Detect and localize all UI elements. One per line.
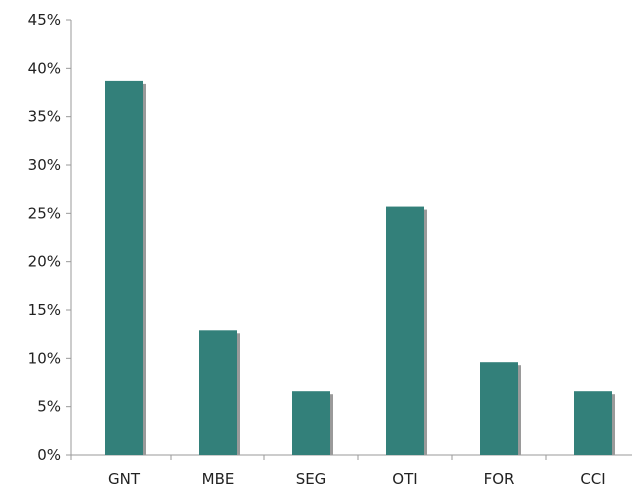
x-tick-label: CCI (580, 470, 605, 488)
y-axis: 0% 5% 10% 15% 20% 25% 30% 35% 40% 45% (28, 11, 72, 464)
y-tick-label: 10% (28, 349, 61, 367)
y-tick-label: 25% (28, 204, 61, 222)
y-tick-label: 15% (28, 301, 61, 319)
bar-for (480, 362, 518, 455)
bar-oti (386, 206, 424, 455)
bar-cci (574, 391, 612, 455)
y-tick-label: 0% (37, 446, 61, 464)
x-axis: GNT MBE SEG OTI FOR CCI (70, 454, 632, 488)
y-tick-label: 45% (28, 11, 61, 29)
x-tick-label: SEG (296, 470, 327, 488)
y-tick-label: 20% (28, 253, 61, 271)
y-tick-label: 30% (28, 156, 61, 174)
x-tick-label: FOR (484, 470, 515, 488)
bar-seg (292, 391, 330, 455)
bar-mbe (199, 330, 237, 455)
x-tick-label: GNT (108, 470, 141, 488)
y-tick-label: 40% (28, 59, 61, 77)
bar-series (105, 80, 615, 456)
bar-gnt (105, 80, 143, 456)
y-tick-label: 5% (37, 398, 61, 416)
x-tick-label: MBE (202, 470, 235, 488)
y-tick-label: 35% (28, 108, 61, 126)
x-tick-label: OTI (392, 470, 417, 488)
